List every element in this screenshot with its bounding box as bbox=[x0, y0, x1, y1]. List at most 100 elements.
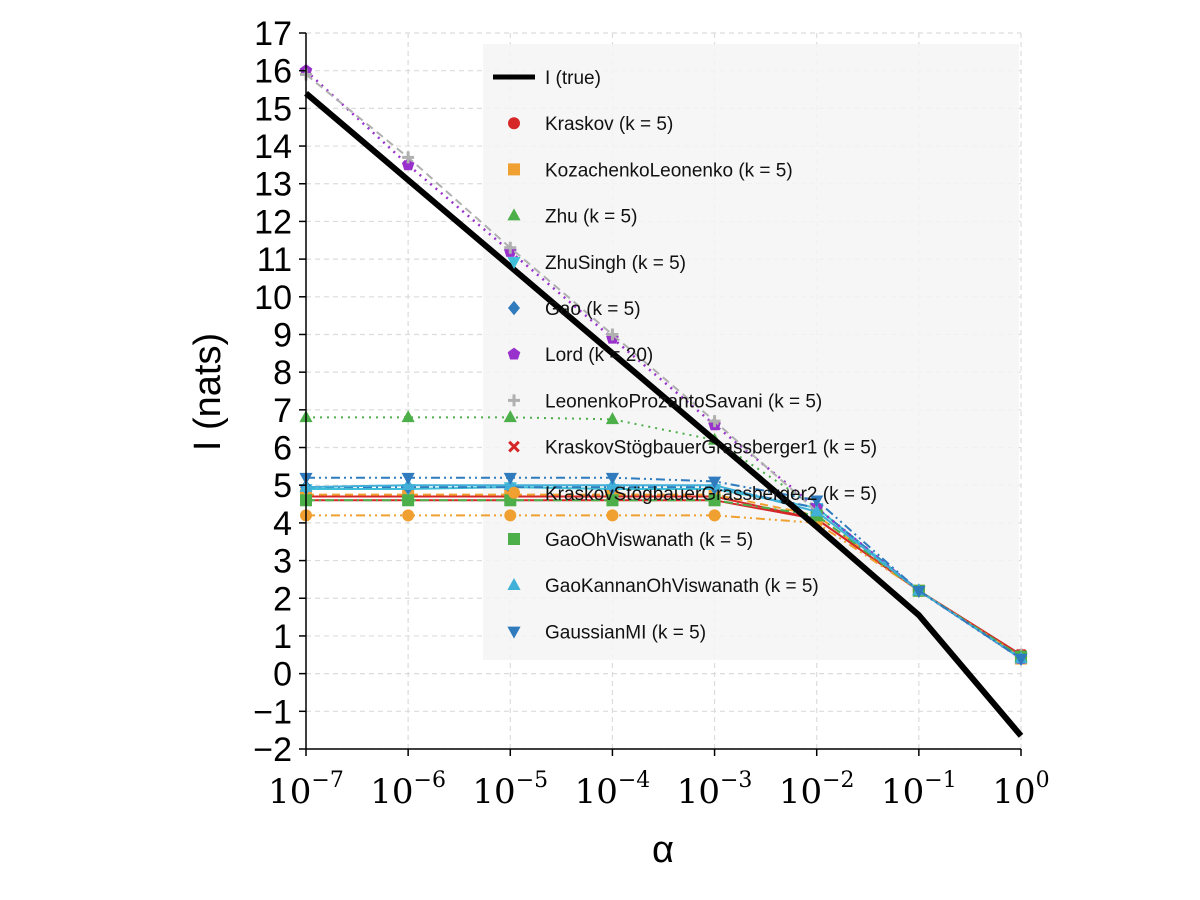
legend-marker bbox=[508, 117, 520, 130]
legend-marker bbox=[507, 257, 521, 269]
legend-marker bbox=[508, 300, 520, 316]
series-line bbox=[305, 484, 1022, 660]
legend-marker bbox=[508, 163, 520, 176]
series-line bbox=[304, 91, 1024, 738]
x-tick-label: 10−1 bbox=[881, 768, 957, 812]
legend-background bbox=[483, 44, 1019, 660]
data-point bbox=[504, 241, 517, 254]
legend-marker bbox=[508, 486, 520, 499]
legend-marker bbox=[507, 208, 521, 221]
legend-label: LeonenkoProzantoSavani (k = 5) bbox=[545, 391, 822, 412]
legend-label: Kraskov (k = 5) bbox=[545, 114, 673, 135]
data-point bbox=[402, 494, 415, 507]
legend-label: Gao (k = 5) bbox=[545, 299, 641, 320]
legend-entry: LeonenkoProzantoSavani (k = 5) bbox=[508, 391, 822, 412]
y-tick-label: 14 bbox=[254, 128, 292, 166]
legend-marker bbox=[508, 440, 520, 453]
legend-entry: GaoOhViswanath (k = 5) bbox=[508, 530, 753, 551]
series-line bbox=[306, 514, 1022, 658]
data-point bbox=[707, 476, 722, 489]
legend: I (true) Kraskov (k = 5) KozachenkoLeonenk… bbox=[493, 68, 877, 643]
series-line bbox=[306, 416, 1022, 658]
series-12 bbox=[299, 472, 1028, 666]
data-point bbox=[708, 415, 721, 428]
y-tick-label: 10 bbox=[254, 279, 292, 317]
legend-label: KraskovStögbauerGrassberger1 (k = 5) bbox=[545, 438, 877, 459]
legend-entry: GaoKannanOhViswanath (k = 5) bbox=[507, 576, 819, 597]
legend-entry: Lord (k = 20) bbox=[507, 345, 653, 366]
y-tick-label: 7 bbox=[273, 392, 292, 430]
series-line bbox=[305, 69, 1022, 660]
data-point bbox=[708, 494, 721, 507]
data-point bbox=[503, 472, 517, 485]
legend-label: GaoKannanOhViswanath (k = 5) bbox=[545, 576, 819, 597]
series-line bbox=[306, 476, 1022, 660]
legend-marker bbox=[508, 394, 520, 407]
series-line bbox=[306, 499, 1022, 658]
legend-entry: KozachenkoLeonenko (k = 5) bbox=[508, 160, 793, 181]
x-tick-label: 10−2 bbox=[779, 768, 855, 812]
legend-label: KozachenkoLeonenko (k = 5) bbox=[545, 160, 793, 181]
y-tick-label: 3 bbox=[273, 543, 292, 581]
y-tick-label: 5 bbox=[273, 467, 292, 505]
data-point bbox=[606, 494, 619, 507]
y-tick-label: 16 bbox=[254, 53, 292, 91]
legend-entry: I (true) bbox=[493, 68, 601, 89]
legend-entry: KraskovStögbauerGrassberger1 (k = 5) bbox=[508, 438, 877, 459]
y-tick-label: 8 bbox=[273, 354, 292, 392]
data-point bbox=[912, 585, 926, 598]
legend-entry: ZhuSingh (k = 5) bbox=[507, 253, 686, 274]
legend-label: Zhu (k = 5) bbox=[545, 207, 637, 228]
x-tick-label: 100 bbox=[992, 768, 1049, 812]
legend-marker bbox=[507, 578, 521, 590]
data-point bbox=[606, 328, 619, 341]
y-tick-label: 11 bbox=[257, 241, 292, 279]
y-tick-label: 4 bbox=[273, 505, 292, 543]
y-tick-label: −2 bbox=[253, 731, 292, 769]
legend-entry: KraskovStögbauerGrassberger2 (k = 5) bbox=[508, 484, 877, 505]
y-tick-label: −1 bbox=[253, 693, 292, 731]
series-line bbox=[305, 73, 1022, 656]
legend-entry: Gao (k = 5) bbox=[508, 299, 641, 320]
x-tick-label: 10−4 bbox=[575, 768, 651, 812]
y-tick-label: 6 bbox=[273, 430, 292, 468]
data-point bbox=[401, 472, 415, 485]
x-tick-label: 10−5 bbox=[472, 768, 548, 812]
y-axis-label: I (nats) bbox=[187, 333, 229, 451]
y-tick-label: 2 bbox=[273, 580, 292, 618]
legend-marker bbox=[508, 533, 520, 545]
x-tick-label: 10−6 bbox=[370, 768, 446, 812]
legend-label: GaussianMI (k = 5) bbox=[545, 622, 706, 643]
y-tick-label: 17 bbox=[254, 15, 292, 53]
legend-entry: Zhu (k = 5) bbox=[507, 207, 637, 228]
y-tick-label: 15 bbox=[254, 90, 292, 128]
legend-entry: Kraskov (k = 5) bbox=[508, 114, 673, 135]
data-point bbox=[810, 504, 824, 517]
legend-marker bbox=[507, 626, 521, 639]
x-axis-label: α bbox=[652, 829, 674, 871]
data-point bbox=[401, 410, 415, 423]
y-tick-label: 12 bbox=[254, 203, 292, 241]
data-point bbox=[605, 412, 620, 425]
legend-label: ZhuSingh (k = 5) bbox=[545, 253, 686, 274]
data-point bbox=[606, 509, 619, 522]
data-point bbox=[1014, 653, 1028, 666]
y-tick-label: 13 bbox=[254, 166, 292, 204]
y-tick-label: 0 bbox=[273, 656, 292, 694]
legend-entry: GaussianMI (k = 5) bbox=[507, 622, 706, 643]
legend-label: I (true) bbox=[545, 68, 601, 89]
data-point bbox=[504, 509, 517, 522]
legend-label: KraskovStögbauerGrassberger2 (k = 5) bbox=[545, 484, 877, 505]
data-point bbox=[402, 151, 415, 164]
x-tick-label: 10−3 bbox=[677, 768, 753, 812]
y-tick-label: 1 bbox=[273, 618, 292, 656]
y-tick-label: 9 bbox=[273, 316, 292, 354]
data-point bbox=[402, 509, 415, 522]
legend-label: GaoOhViswanath (k = 5) bbox=[545, 530, 753, 551]
data-point bbox=[503, 410, 517, 423]
x-tick-label: 10−7 bbox=[268, 768, 344, 812]
legend-label: Lord (k = 20) bbox=[545, 345, 653, 366]
legend-marker bbox=[507, 347, 521, 360]
